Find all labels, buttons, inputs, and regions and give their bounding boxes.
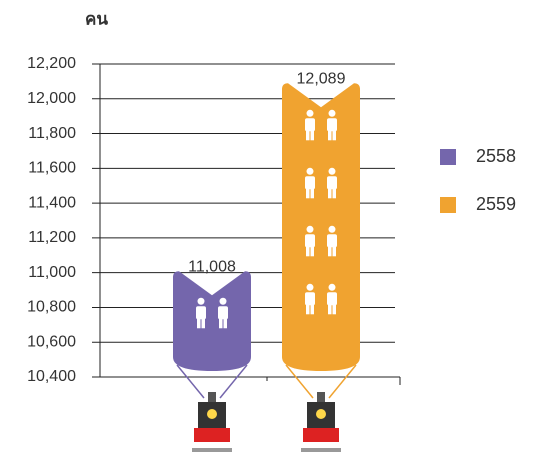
person-icon	[333, 188, 337, 198]
person-icon	[197, 318, 201, 328]
person-icon	[327, 118, 337, 131]
legend-swatch	[440, 149, 456, 165]
y-tick-label: 12,200	[27, 55, 76, 72]
person-icon	[306, 246, 310, 256]
person-icon	[333, 130, 337, 140]
train-icon	[301, 392, 341, 452]
train-rail	[192, 448, 232, 452]
train-front	[194, 428, 230, 442]
person-icon	[305, 118, 315, 131]
bar	[282, 83, 360, 371]
y-tick-label: 12,000	[27, 90, 76, 107]
y-tick-label: 11,400	[28, 194, 76, 211]
train-chimney	[317, 392, 325, 402]
person-icon	[311, 246, 315, 256]
y-tick-label: 10,600	[27, 333, 76, 350]
person-icon	[327, 176, 337, 189]
bar	[173, 271, 251, 371]
person-icon	[327, 234, 337, 247]
person-icon	[328, 304, 332, 314]
person-icon	[333, 246, 337, 256]
person-icon	[224, 318, 228, 328]
person-icon	[327, 292, 337, 305]
person-icon	[328, 246, 332, 256]
person-icon	[306, 130, 310, 140]
person-icon	[307, 168, 314, 175]
train-front	[303, 428, 339, 442]
person-icon	[311, 304, 315, 314]
person-icon	[328, 188, 332, 198]
person-icon	[307, 110, 314, 117]
chart: คน 10,400 10,600 10,800 11,000 11,200 11,400 1…	[0, 0, 539, 458]
person-icon	[219, 318, 223, 328]
y-tick-label: 11,600	[28, 160, 76, 177]
person-icon	[305, 234, 315, 247]
train-rail	[301, 448, 341, 452]
legend-swatch	[440, 197, 456, 213]
person-icon	[306, 304, 310, 314]
legend-label: 2559	[476, 194, 516, 214]
train-icon	[192, 392, 232, 452]
person-icon	[328, 130, 332, 140]
person-icon	[307, 226, 314, 233]
y-tick-label: 11,800	[28, 125, 76, 142]
train-light	[207, 409, 217, 419]
person-icon	[220, 298, 227, 305]
person-icon	[329, 168, 336, 175]
person-icon	[305, 292, 315, 305]
train-chimney	[208, 392, 216, 402]
person-icon	[311, 188, 315, 198]
person-icon	[305, 176, 315, 189]
person-icon	[329, 110, 336, 117]
data-label: 11,008	[188, 258, 236, 275]
y-tick-label: 11,000	[28, 264, 76, 281]
person-icon	[329, 284, 336, 291]
person-icon	[202, 318, 206, 328]
person-icon	[329, 226, 336, 233]
y-tick-label: 10,800	[27, 299, 76, 316]
person-icon	[218, 306, 228, 319]
person-icon	[196, 306, 206, 319]
person-icon	[333, 304, 337, 314]
person-icon	[311, 130, 315, 140]
person-icon	[306, 188, 310, 198]
person-icon	[198, 298, 205, 305]
data-label: 12,089	[297, 71, 346, 88]
train-light	[316, 409, 326, 419]
person-icon	[307, 284, 314, 291]
y-tick-label: 10,400	[27, 368, 76, 385]
legend-label: 2558	[476, 146, 516, 166]
y-tick-label: 11,200	[28, 229, 76, 246]
y-axis-title: คน	[85, 9, 108, 28]
